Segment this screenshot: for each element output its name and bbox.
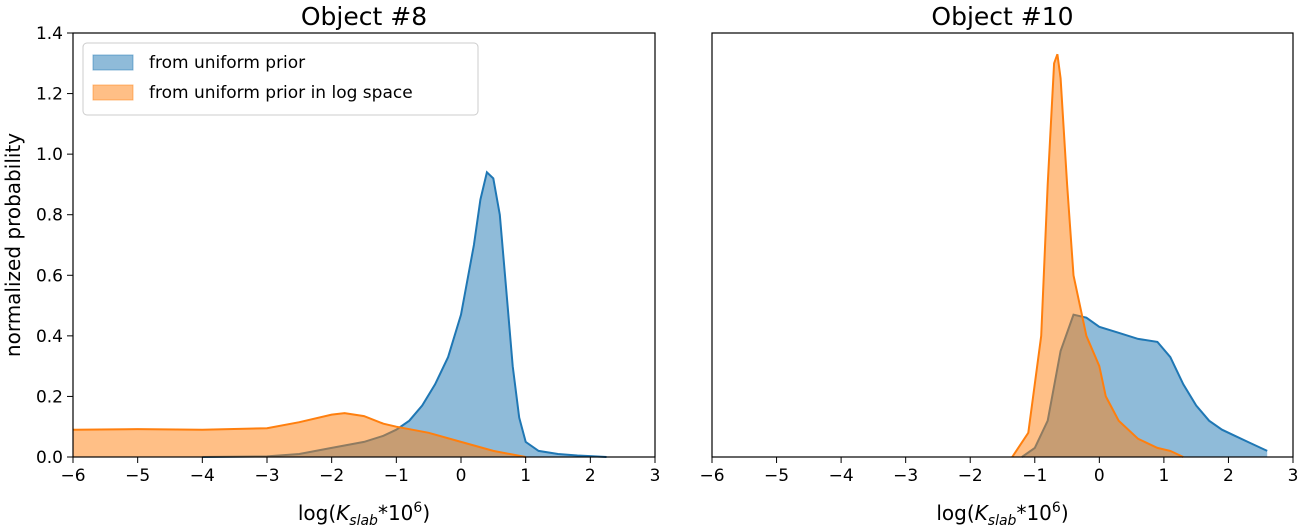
legend-box [82,42,479,116]
axes-frame [72,32,656,458]
x-axis-label-part: *10 [1016,501,1051,525]
x-tick-label: −3 [893,466,918,486]
x-axis-label-part: 6 [1052,500,1061,516]
y-tick-label: 0.8 [36,206,63,226]
chart-title: Object #10 [931,2,1073,31]
x-tick-label: −3 [254,466,279,486]
y-tick-label: 0.4 [36,327,63,347]
legend-label: from uniform prior in log space [149,83,413,103]
line [202,170,607,458]
x-tick-label: 2 [1223,466,1234,486]
y-tick-label: 1.0 [36,145,63,165]
legend-swatch [92,54,134,71]
x-tick-label: −2 [319,466,344,486]
line [72,412,526,458]
x-tick-label: 3 [650,466,661,486]
legend-swatch [92,84,134,101]
panel: −6 −5 −4 −3 −2 −1 0 1 2 3 0.0 0.2 0.4 0.6 0.8 1.0 1.2 1.4… [1,2,660,529]
x-axis-label-part: K [975,501,990,525]
x-axis-label-part: slab [349,513,378,529]
chart-title: Object #8 [301,2,427,31]
x-tick-label: 2 [585,466,596,486]
x-tick-label: −5 [125,466,150,486]
y-tick-label: 0.6 [36,266,63,286]
x-axis-label-part: slab [988,513,1017,529]
panel: −6 −5 −4 −3 −2 −1 0 1 2 3 Object #10 log(Kslab*106) [699,2,1298,529]
legend-label: from uniform prior [149,53,305,73]
x-tick-label: 3 [1288,466,1298,486]
x-axis-label-part: ) [1061,501,1069,525]
x-tick-label: −6 [60,466,85,486]
legend: from uniform prior from uniform prior in … [82,42,479,116]
y-tick-label: 1.4 [36,24,63,44]
y-tick-label: 0.0 [36,448,63,468]
x-tick-label: 1 [1158,466,1169,486]
x-tick-label: −5 [764,466,789,486]
x-axis-label: log(Kslab*106) [298,500,430,529]
x-tick-label: −1 [384,466,409,486]
x-tick-label: −4 [190,466,215,486]
area [73,413,526,457]
area [202,172,607,458]
y-axis-label: normalized probability [1,133,25,357]
x-tick-label: 1 [520,466,531,486]
x-tick-label: −6 [699,466,724,486]
x-tick-label: 0 [456,466,467,486]
line [1011,53,1184,458]
y-tick-label: 0.2 [36,387,63,407]
x-axis-label-part: log( [936,501,974,525]
y-tick-label: 1.2 [36,85,63,105]
x-tick-label: −2 [958,466,983,486]
x-axis-label-part: 6 [413,500,422,516]
axes-frame [711,32,1294,458]
x-axis-label-part: ) [422,501,430,525]
x-axis-label-part: log( [298,501,336,525]
x-axis-label-part: *10 [378,501,413,525]
x-axis-label-part: K [336,501,351,525]
x-tick-label: −4 [829,466,854,486]
x-tick-label: −1 [1022,466,1047,486]
area [1012,54,1184,457]
x-axis-label: log(Kslab*106) [936,500,1068,529]
x-tick-label: 0 [1094,466,1105,486]
